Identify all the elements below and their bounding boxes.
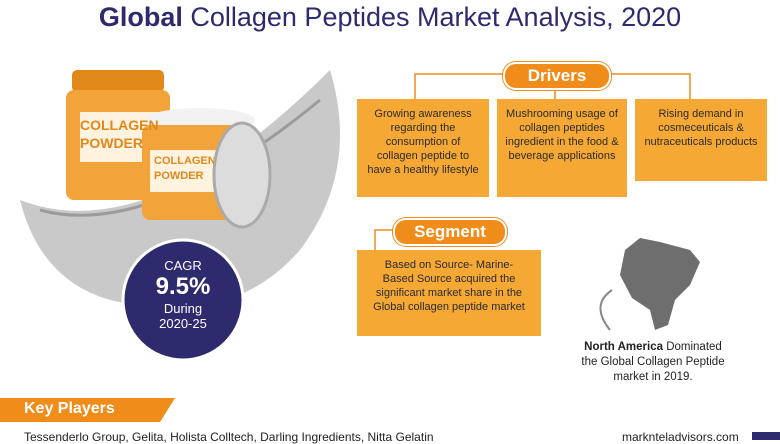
map (620, 238, 700, 330)
jar-label (150, 150, 220, 192)
region-desc: Dominated the Global Collagen Peptide ma… (581, 341, 725, 383)
segment-heading: Segment (393, 218, 507, 246)
cagr: CAGR 9.5% During 2020-25 (123, 258, 243, 331)
jar-text-line: COLLAGEN (80, 117, 159, 133)
driver-box: Growing awareness regarding the consumpt… (357, 99, 489, 197)
drivers-heading: Drivers (503, 62, 611, 90)
title: Global Collagen Peptides Market Analysis… (0, 2, 780, 33)
connector (374, 229, 395, 250)
jar-lid (72, 70, 164, 92)
jar-text-line: COLLAGEN (154, 155, 214, 167)
driver-box: Mushrooming usage of collagen peptides i… (497, 99, 627, 197)
jar-text-line: POWDER (80, 135, 143, 151)
title-bold: Global (98, 2, 183, 32)
title-text: Collagen Peptides Market Analysis, 2020 (190, 2, 682, 32)
region-bold: North America (584, 341, 663, 353)
jar-text-line: POWDER (154, 170, 204, 182)
arrow (599, 289, 613, 331)
banner-tip (160, 398, 175, 422)
jar-text: COLLAGEN POWDER (154, 154, 214, 184)
key-players-heading: Key Players (24, 400, 115, 417)
cagr-period: 2020-25 (159, 316, 207, 331)
banner (0, 398, 160, 422)
footer-bar (752, 432, 780, 440)
cagr-during: During (163, 301, 203, 316)
jar-lid (212, 121, 272, 229)
jar-text: COLLAGEN POWDER (80, 116, 160, 152)
key-players-text: Tessenderlo Group, Gelita, Holista Collt… (24, 430, 434, 444)
footer-site: marknteladvisors.com (622, 430, 739, 444)
cagr-label: CAGR (164, 258, 202, 273)
driver-box: Rising demand in cosmeceuticals & nutrac… (635, 99, 767, 181)
segment-box: Based on Source- Marine-Based Source acq… (357, 250, 541, 336)
cagr-circle (121, 238, 245, 362)
cagr-value: 9.5% (155, 273, 211, 300)
region-text: North America Dominated the Global Colla… (578, 340, 728, 385)
